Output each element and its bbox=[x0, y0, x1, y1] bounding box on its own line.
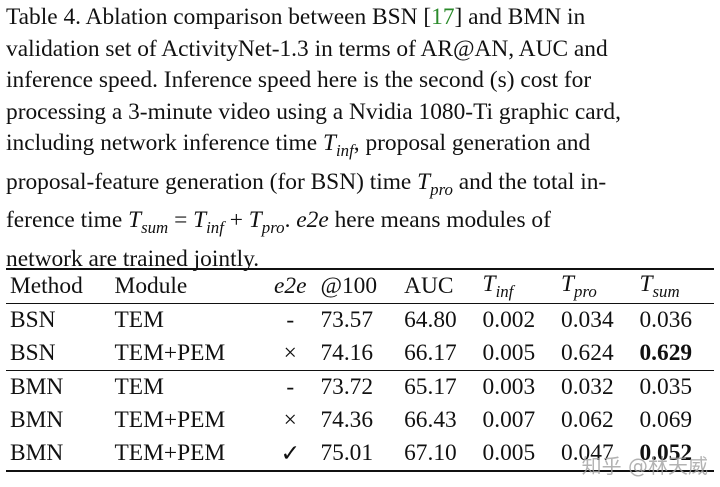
ablation-table: Method Module e2e @100 AUC Tinf Tpro Tsu… bbox=[6, 268, 714, 472]
cell-method: BSN bbox=[6, 337, 111, 371]
caption-text: Table 4. Ablation comparison between BSN… bbox=[6, 4, 432, 30]
math-subscript: inf bbox=[495, 281, 514, 301]
cell-tinf: 0.005 bbox=[478, 337, 558, 371]
math-subscript: inf bbox=[335, 141, 354, 161]
cell-tsum: 0.069 bbox=[639, 407, 693, 433]
header-tinf: Tinf bbox=[479, 269, 557, 304]
header-module: Module bbox=[114, 273, 188, 299]
table-row: BMN TEM+PEM × 74.36 66.43 0.007 0.062 0.… bbox=[6, 404, 714, 437]
cell-method: BMN bbox=[10, 407, 64, 433]
header-tpro: Tpro bbox=[557, 269, 635, 304]
caption-line: including network inference time Tinf, p… bbox=[6, 128, 714, 166]
table-header-row: Method Module e2e @100 AUC Tinf Tpro Tsu… bbox=[6, 269, 714, 304]
cell-tpro: 0.062 bbox=[561, 407, 614, 433]
math-symbol: T bbox=[128, 207, 142, 234]
cell-at100: 73.57 bbox=[320, 307, 374, 333]
caption-line: proposal-feature generation (for BSN) ti… bbox=[6, 167, 714, 205]
cell-auc: 67.10 bbox=[400, 437, 479, 472]
caption-text: including network inference time bbox=[6, 130, 323, 157]
math-subscript: pro bbox=[430, 179, 453, 199]
cell-method: BSN bbox=[10, 307, 56, 333]
caption-text: . bbox=[284, 207, 297, 234]
cell-e2e: × bbox=[283, 407, 297, 433]
cell-e2e: - bbox=[286, 374, 295, 400]
cell-auc: 66.43 bbox=[404, 407, 457, 433]
caption-line: processing a 3-minute video using a Nvid… bbox=[6, 98, 621, 125]
header-e2e: e2e bbox=[264, 269, 316, 304]
caption-line: Table 4. Ablation comparison between BSN… bbox=[6, 2, 714, 34]
math-operator: = bbox=[168, 207, 194, 234]
cell-method: BMN bbox=[6, 437, 111, 472]
caption-text: ] and BMN in bbox=[454, 4, 586, 30]
watermark-text: 知乎 @林天威 bbox=[581, 454, 708, 478]
table-row: BMN TEM+PEM ✓ 75.01 67.10 0.005 0.047 0.… bbox=[6, 437, 714, 472]
math-subscript: sum bbox=[652, 281, 680, 301]
cell-e2e: × bbox=[264, 337, 317, 371]
caption-line: ference time Tsum = Tinf + Tpro. e2e her… bbox=[6, 205, 714, 243]
math-symbol: T bbox=[482, 271, 496, 298]
cell-tsum: 0.052 bbox=[635, 437, 714, 472]
cell-tsum: 0.036 bbox=[639, 307, 693, 333]
cell-module: TEM+PEM bbox=[114, 407, 226, 433]
caption-line: validation set of ActivityNet-1.3 in ter… bbox=[6, 35, 608, 62]
caption-line: inference speed. Inference speed here is… bbox=[6, 67, 592, 94]
cell-e2e: ✓ bbox=[264, 437, 317, 472]
header-tsum: Tsum bbox=[635, 269, 714, 304]
cell-method: BMN bbox=[10, 374, 64, 400]
header-method: Method bbox=[10, 273, 83, 299]
header-at100: @100 bbox=[320, 273, 378, 299]
math-operator: + bbox=[223, 207, 249, 234]
cell-tpro: 0.034 bbox=[561, 307, 614, 333]
math-symbol: T bbox=[561, 271, 575, 298]
citation-link[interactable]: 17 bbox=[431, 4, 455, 30]
table-caption: Table 4. Ablation comparison between BSN… bbox=[6, 2, 714, 275]
cell-at100: 75.01 bbox=[316, 437, 401, 472]
cell-module: TEM bbox=[114, 307, 164, 333]
cell-tinf: 0.007 bbox=[482, 407, 536, 433]
math-subscript: sum bbox=[141, 218, 169, 238]
cell-auc: 65.17 bbox=[404, 374, 457, 400]
caption-text: ference time bbox=[6, 207, 129, 234]
cell-tpro: 0.624 bbox=[557, 337, 636, 371]
cell-e2e: - bbox=[286, 307, 295, 333]
header-e2e-text: e2e bbox=[274, 273, 307, 299]
math-subscript: pro bbox=[574, 281, 597, 301]
caption-text: here means modules of bbox=[328, 207, 551, 234]
table-row: BSN TEM - 73.57 64.80 0.002 0.034 0.036 bbox=[6, 304, 714, 338]
caption-line: network are trained jointly. bbox=[6, 245, 260, 272]
cell-module: TEM+PEM bbox=[110, 337, 265, 371]
cell-at100: 74.36 bbox=[320, 407, 374, 433]
cell-tsum: 0.035 bbox=[639, 374, 693, 400]
math-subscript: pro bbox=[261, 218, 285, 238]
header-auc: AUC bbox=[404, 273, 454, 299]
cell-tsum: 0.629 bbox=[635, 337, 714, 371]
math-subscript: inf bbox=[206, 218, 224, 238]
cell-at100: 74.16 bbox=[316, 337, 401, 371]
bold-value: 0.052 bbox=[639, 440, 693, 466]
math-symbol: T bbox=[322, 130, 336, 157]
caption-text: , proposal generation and bbox=[353, 130, 591, 157]
math-symbol: T bbox=[193, 207, 207, 234]
math-symbol: T bbox=[639, 271, 653, 298]
caption-text: and the total in- bbox=[452, 168, 607, 195]
caption-emphasis: e2e bbox=[296, 207, 329, 234]
caption-text: proposal-feature generation (for BSN) ti… bbox=[6, 168, 418, 195]
table-row: BSN TEM+PEM × 74.16 66.17 0.005 0.624 0.… bbox=[6, 337, 714, 371]
cell-auc: 66.17 bbox=[400, 337, 479, 371]
math-symbol: T bbox=[417, 168, 431, 195]
cell-tinf: 0.002 bbox=[482, 307, 536, 333]
cell-tinf: 0.005 bbox=[478, 437, 558, 472]
cell-tinf: 0.003 bbox=[482, 374, 536, 400]
cell-module: TEM+PEM bbox=[110, 437, 265, 472]
cell-auc: 64.80 bbox=[404, 307, 457, 333]
cell-tpro: 0.047 bbox=[557, 437, 636, 472]
bold-value: 0.629 bbox=[639, 340, 693, 366]
cell-module: TEM bbox=[114, 374, 164, 400]
cell-at100: 73.72 bbox=[320, 374, 374, 400]
table-row: BMN TEM - 73.72 65.17 0.003 0.032 0.035 bbox=[6, 371, 714, 405]
cell-tpro: 0.032 bbox=[561, 374, 614, 400]
math-symbol: T bbox=[248, 207, 262, 234]
